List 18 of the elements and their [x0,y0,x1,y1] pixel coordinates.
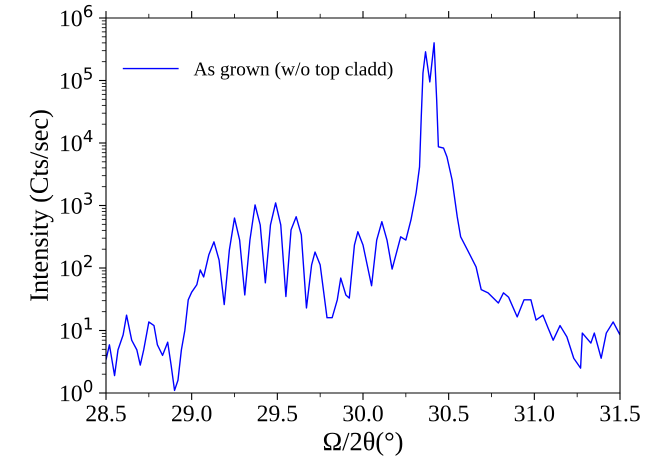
x-tick-label: 29.0 [172,405,212,422]
y-tick-label: 10$^{6}$ [61,4,92,26]
y-tick-label: 10$^{1}$ [61,317,92,339]
x-axis-title: Ω/2θ(°) [324,432,402,456]
x-tick-label: 30.5 [429,405,468,422]
y-tick-label: 10$^{2}$ [61,254,92,276]
line-series [106,42,620,392]
x-tick-label: 30.0 [343,405,383,422]
y-tick-label: 10$^{0}$ [61,380,92,402]
x-tick-label: 31.5 [600,406,640,422]
x-tick-label: 31.0 [514,405,554,422]
y-tick-label: 10$^{3}$ [61,192,92,214]
legend-label: As grown (w/o top cladd) [194,62,392,80]
y-axis-title: Intensity (Cts/sec) [29,110,54,301]
x-tick-label: 28.5 [86,405,126,422]
y-tick-label: 10$^{4}$ [61,130,92,152]
y-tick-label: 10$^{5}$ [61,67,92,89]
x-tick-label: 29.5 [258,406,298,422]
